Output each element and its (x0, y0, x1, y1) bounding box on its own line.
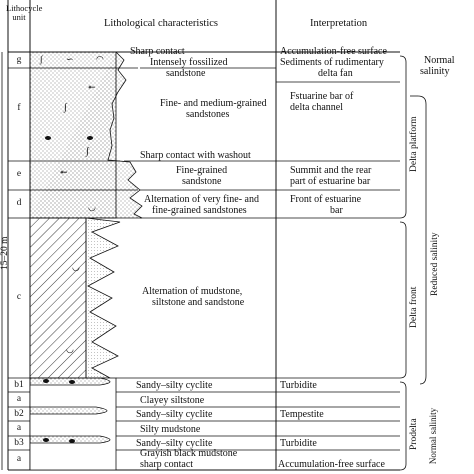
litho-label: siltstone and sandstone (152, 297, 245, 308)
litho-label: Fine-grained (176, 165, 228, 176)
litho-label: sandstone (182, 176, 222, 187)
unit-label: a (16, 423, 22, 433)
svg-text:↞: ↞ (88, 82, 96, 92)
unit-label: a (16, 394, 22, 404)
unit-label: b2 (14, 409, 24, 419)
interp-label: Fstuarine bar of (290, 91, 354, 102)
svg-text:∫: ∫ (85, 146, 90, 157)
facies-delta-platform: Delta platform (409, 116, 419, 172)
svg-text:∽: ∽ (66, 54, 74, 64)
litho-label: Sharp contact (130, 46, 185, 57)
unit-label: a (16, 454, 22, 464)
header-unit-col: Lithocycle unit (6, 3, 43, 22)
unit-label: g (16, 55, 22, 65)
svg-text:◠: ◠ (96, 54, 104, 64)
interp-label: Summit and the rear (290, 165, 372, 176)
litho-label: Sandy–silty cyclite (136, 438, 213, 449)
litho-label: sandstone (166, 68, 206, 79)
litho-label: Alternation of mudstone, (142, 286, 243, 297)
interp-label: bar (330, 205, 343, 216)
interp-label: Tempestite (280, 409, 324, 420)
litho-label: Grayish black mudstone (140, 448, 238, 459)
interp-label: Accumulation-free surface (278, 459, 385, 470)
unit-label: c (16, 292, 22, 302)
litho-label: Intensely fossilized (150, 57, 228, 68)
interp-label: Turbidite (280, 438, 317, 449)
salinity-normal-top: Normal (424, 55, 455, 66)
litho-label: Silty mudstone (140, 424, 201, 435)
svg-text:∫: ∫ (39, 54, 44, 65)
interp-label: delta channel (290, 102, 344, 113)
salinity-reduced: Reduced salinity (430, 232, 440, 296)
interp-label: Accumulation-free surface (280, 46, 387, 57)
svg-text:↞: ↞ (60, 167, 68, 177)
unit-label: f (17, 103, 21, 113)
unit-label: b1 (14, 380, 24, 390)
thickness-label: 15–20 m (0, 236, 10, 270)
facies-delta-front: Delta front (409, 286, 419, 328)
facies-prodelta: Prodelta (409, 418, 419, 450)
litho-label: sandstones (186, 109, 230, 120)
litho-label: Sandy–silty cyclite (136, 380, 213, 391)
salinity-normal-top-2: salinity (420, 66, 450, 77)
unit-label: d (16, 198, 22, 208)
unit-separators (8, 67, 30, 451)
salinity-normal-bottom: Normal salinity (428, 407, 438, 465)
header-interp-col: Interpretation (310, 18, 368, 29)
litho-label: Clayey siltstone (140, 395, 205, 406)
litho-label: Sandy–silty cyclite (136, 409, 213, 420)
header-litho-col: Lithological characteristics (104, 18, 218, 29)
svg-text:◡: ◡ (72, 262, 80, 272)
interp-label: part of estuarine bar (290, 176, 371, 187)
interp-label: delta fan (318, 68, 353, 79)
interp-label: Front of estuarine (290, 194, 362, 205)
unit-label: e (16, 169, 22, 179)
interp-label: Turbidite (280, 380, 317, 391)
svg-text:∫: ∫ (63, 102, 68, 113)
litho-label: Fine- and medium-grained (160, 98, 267, 109)
litho-label: Sharp contact with washout (140, 150, 251, 161)
litho-label: sharp contact (140, 459, 194, 470)
lithology-column: ∫ ∽ ◠ ∫ ∫ ↞ ↞ ◡ ◡ ◡ (29, 51, 143, 471)
unit-label: b3 (14, 438, 24, 448)
svg-text:◡: ◡ (88, 202, 96, 212)
interp-label: Sediments of rudimentary (280, 57, 384, 68)
litho-label: Alternation of very fine- and (144, 194, 259, 205)
svg-text:◡: ◡ (66, 344, 74, 354)
facies-brackets (399, 55, 427, 471)
litho-label: fine-grained sandstones (152, 205, 247, 216)
litho-row-lines (116, 51, 400, 451)
